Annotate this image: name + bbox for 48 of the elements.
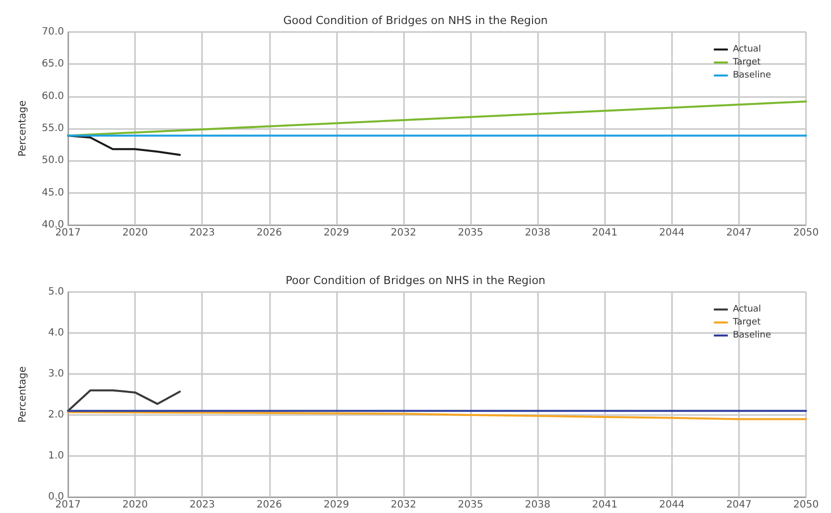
x-tick-label: 2038 xyxy=(524,228,550,238)
x-tick-label: 2023 xyxy=(189,228,215,238)
y-tick-label: 3.0 xyxy=(48,368,64,380)
x-tick-label: 2026 xyxy=(256,500,282,510)
chart-title: Good Condition of Bridges on NHS in the Region xyxy=(283,14,548,27)
y-tick-label: 45.0 xyxy=(42,187,64,198)
x-tick-label: 2035 xyxy=(458,228,484,238)
x-tick-label: 2047 xyxy=(726,500,752,510)
x-tick-label: 2017 xyxy=(55,228,81,238)
x-tick-label: 2029 xyxy=(324,500,350,510)
legend-label: Baseline xyxy=(732,330,772,340)
x-tick-label: 2044 xyxy=(659,228,685,238)
y-tick-label: 50.0 xyxy=(42,155,64,166)
legend-label: Actual xyxy=(732,304,762,314)
chart-title: Poor Condition of Bridges on NHS in the Region xyxy=(286,274,546,287)
x-tick-label: 2044 xyxy=(659,500,685,510)
legend-label: Target xyxy=(732,318,762,328)
x-tick-label: 2038 xyxy=(524,500,550,510)
x-tick-label: 2020 xyxy=(122,500,148,510)
x-tick-label: 2050 xyxy=(793,228,819,238)
x-tick-label: 2032 xyxy=(390,500,416,510)
y-tick-label: 70.0 xyxy=(42,26,64,38)
x-tick-label: 2026 xyxy=(256,228,282,238)
y-tick-label: 55.0 xyxy=(42,123,64,134)
x-tick-label: 2035 xyxy=(458,500,484,510)
legend-label: Target xyxy=(732,58,762,68)
x-tick-label: 2029 xyxy=(324,228,350,238)
x-tick-label: 2020 xyxy=(122,228,148,238)
x-tick-label: 2032 xyxy=(390,228,416,238)
y-tick-label: 2.0 xyxy=(48,410,64,420)
line-series xyxy=(67,134,181,156)
x-tick-label: 2023 xyxy=(189,500,215,510)
line-series xyxy=(67,411,807,420)
legend-label: Baseline xyxy=(732,70,772,80)
x-tick-label: 2050 xyxy=(793,500,819,510)
x-tick-label: 2047 xyxy=(726,228,752,238)
x-tick-label: 2041 xyxy=(592,228,618,238)
y-axis-title: Percentage xyxy=(18,366,28,423)
x-tick-label: 2041 xyxy=(592,500,618,510)
y-tick-label: 5.0 xyxy=(48,286,64,298)
y-tick-label: 65.0 xyxy=(42,58,64,70)
y-tick-label: 60.0 xyxy=(42,90,64,102)
x-tick-label: 2017 xyxy=(55,500,81,510)
line-series xyxy=(67,389,181,412)
legend-label: Actual xyxy=(732,44,762,54)
y-axis-title: Percentage xyxy=(18,100,28,157)
y-tick-label: 4.0 xyxy=(48,328,64,338)
y-tick-label: 1.0 xyxy=(48,450,64,462)
